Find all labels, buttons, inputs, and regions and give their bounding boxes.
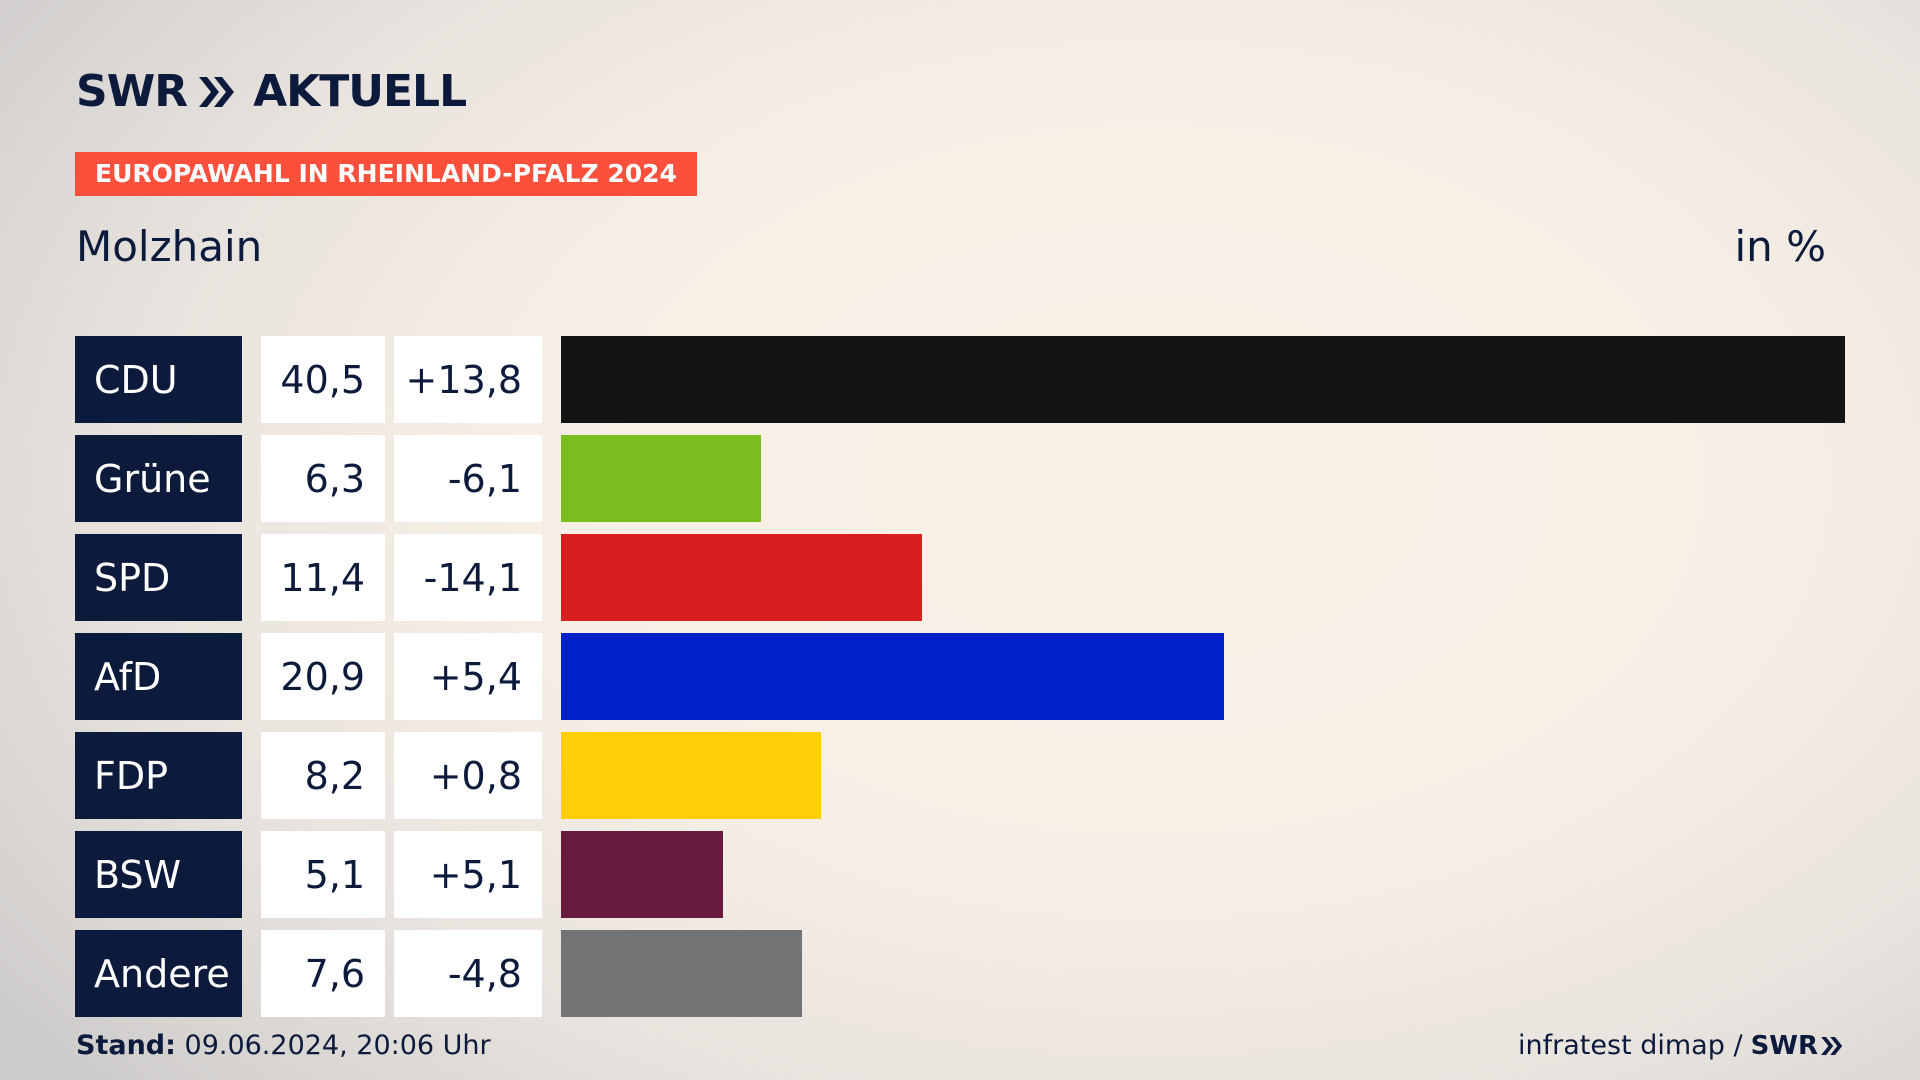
place-title: Molzhain xyxy=(76,222,263,271)
change-value: +0,8 xyxy=(394,732,542,819)
vote-share-bar xyxy=(561,930,802,1017)
vote-share-bar xyxy=(561,633,1224,720)
vote-share-value: 7,6 xyxy=(261,930,385,1017)
double-chevron-right-icon xyxy=(1821,1036,1843,1055)
stand-label: Stand: xyxy=(76,1030,176,1061)
change-value: -4,8 xyxy=(394,930,542,1017)
change-value: -14,1 xyxy=(394,534,542,621)
party-label: CDU xyxy=(75,336,242,423)
change-value: -6,1 xyxy=(394,435,542,522)
source-text: infratest dimap / xyxy=(1518,1030,1743,1061)
vote-share-value: 40,5 xyxy=(261,336,385,423)
vote-share-bar xyxy=(561,534,922,621)
party-label: AfD xyxy=(75,633,242,720)
party-label: SPD xyxy=(75,534,242,621)
result-row: SPD 11,4 -14,1 xyxy=(75,534,1845,621)
party-label: FDP xyxy=(75,732,242,819)
vote-share-value: 20,9 xyxy=(261,633,385,720)
result-row: BSW 5,1 +5,1 xyxy=(75,831,1845,918)
result-row: Andere 7,6 -4,8 xyxy=(75,930,1845,1017)
source-credit: infratest dimap / SWR xyxy=(1518,1030,1844,1061)
vote-share-value: 6,3 xyxy=(261,435,385,522)
change-value: +5,1 xyxy=(394,831,542,918)
vote-share-value: 8,2 xyxy=(261,732,385,819)
unit-label: in % xyxy=(1734,222,1826,271)
logo-aktuell-text: AKTUELL xyxy=(253,66,467,117)
result-row: AfD 20,9 +5,4 xyxy=(75,633,1845,720)
party-label: Grüne xyxy=(75,435,242,522)
swr-aktuell-logo: SWR AKTUELL xyxy=(76,66,467,117)
result-row: Grüne 6,3 -6,1 xyxy=(75,435,1845,522)
result-row: FDP 8,2 +0,8 xyxy=(75,732,1845,819)
party-label: BSW xyxy=(75,831,242,918)
change-value: +5,4 xyxy=(394,633,542,720)
change-value: +13,8 xyxy=(394,336,542,423)
vote-share-bar xyxy=(561,831,723,918)
logo-swr-text: SWR xyxy=(76,66,188,117)
vote-share-value: 11,4 xyxy=(261,534,385,621)
vote-share-bar xyxy=(561,732,821,819)
footer-swr-logo: SWR xyxy=(1751,1031,1844,1061)
vote-share-value: 5,1 xyxy=(261,831,385,918)
timestamp: Stand: 09.06.2024, 20:06 Uhr xyxy=(76,1030,491,1061)
footer-swr-text: SWR xyxy=(1750,1030,1818,1061)
stand-value: 09.06.2024, 20:06 Uhr xyxy=(184,1030,491,1061)
election-tag: EUROPAWAHL IN RHEINLAND-PFALZ 2024 xyxy=(75,152,697,196)
party-label: Andere xyxy=(75,930,242,1017)
double-chevron-right-icon xyxy=(199,76,235,107)
vote-share-bar xyxy=(561,435,761,522)
result-row: CDU 40,5 +13,8 xyxy=(75,336,1845,423)
vote-share-bar xyxy=(561,336,1845,423)
